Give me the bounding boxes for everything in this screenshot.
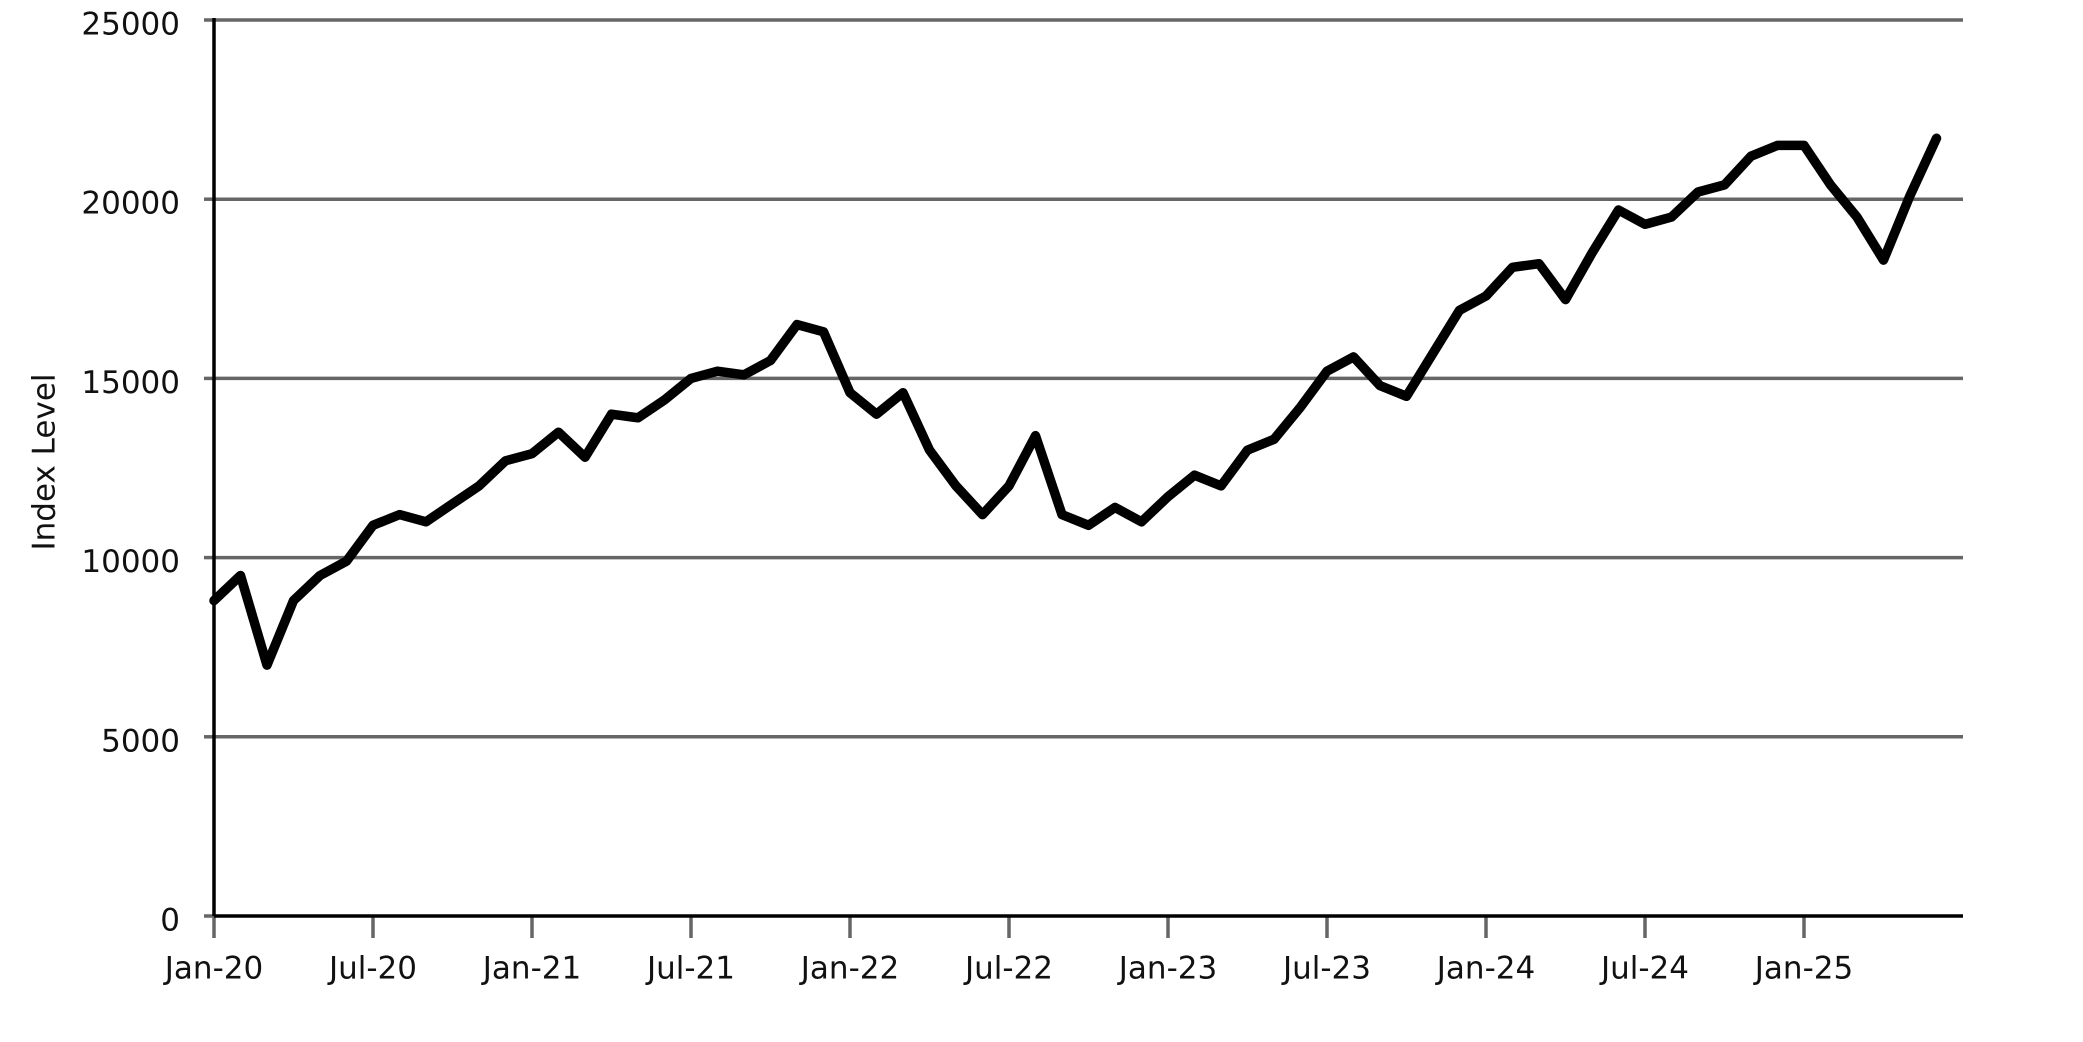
x-tick-label: Jan-22: [799, 951, 899, 987]
x-tick-label: Jan-21: [481, 951, 581, 987]
x-tick-label: Jul-24: [1599, 951, 1689, 987]
x-tick-label: Jan-20: [163, 951, 263, 987]
y-tick-label: 25000: [81, 7, 180, 43]
y-tick-label: 20000: [81, 186, 180, 222]
x-tick-label: Jul-23: [1281, 951, 1371, 987]
y-tick-label: 15000: [81, 365, 180, 401]
y-axis-label: Index Level: [27, 373, 63, 550]
x-tick-label: Jan-23: [1117, 951, 1217, 987]
x-tick-label: Jan-25: [1753, 951, 1853, 987]
y-tick-label: 5000: [101, 723, 180, 759]
y-tick-label: 0: [160, 903, 180, 939]
x-tick-label: Jan-24: [1435, 951, 1535, 987]
line: [209, 133, 1942, 670]
y-tick-label: 10000: [81, 544, 180, 580]
x-tick-label: Jul-21: [645, 951, 735, 987]
x-tick-label: Jul-20: [327, 951, 417, 987]
x-tick-label: Jul-22: [963, 951, 1053, 987]
